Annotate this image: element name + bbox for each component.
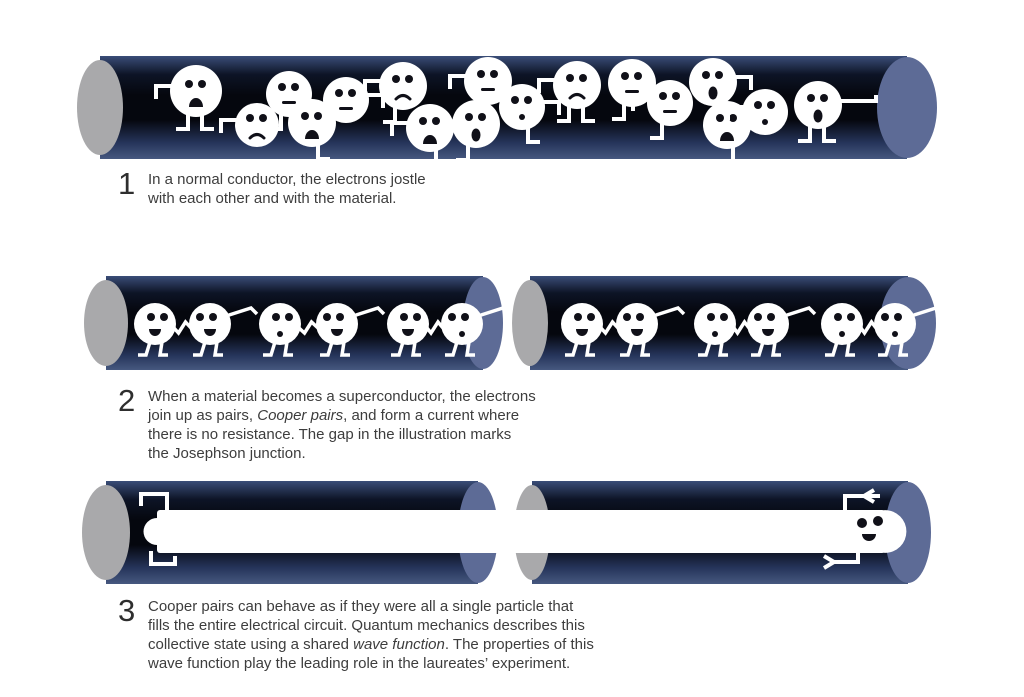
tube-end-cap-grey [82,485,130,580]
step-text-2: When a material becomes a superconductor… [148,385,536,463]
caption-line: When a material becomes a superconductor… [148,388,536,405]
step-caption-1: 1 In a normal conductor, the electrons j… [118,168,426,208]
step-text-3: Cooper pairs can behave as if they were … [148,595,594,673]
wave-function-particle [512,488,907,570]
electron [747,303,789,345]
step-number-3: 3 [118,593,136,628]
cooper-pair [259,303,386,357]
electron [390,104,454,166]
electron [288,99,336,161]
electron [703,101,751,163]
tube-end-cap-grey [512,280,548,366]
electron [631,80,693,140]
tube-end-cap-grey [77,60,123,155]
tube-end-cap-blue [885,482,931,583]
step-caption-2: 2 When a material becomes a superconduct… [118,385,536,463]
caption-line: the Josephson junction. [148,445,306,462]
cooper-pair [821,303,944,357]
caption-line: collective state using a shared wave fun… [148,636,594,653]
electron [689,58,753,106]
cooper-pair [134,303,259,357]
electron [499,84,561,144]
electron [259,303,301,345]
electron [448,57,512,105]
electron [363,62,427,124]
electron [561,303,603,345]
step-number-1: 1 [118,166,136,201]
caption-line: join up as pairs, Cooper pairs, and form… [148,407,520,424]
caption-line: there is no resistance. The gap in the i… [148,426,512,443]
electron [537,61,601,123]
superconductor-tube-left [84,276,511,370]
electron [189,303,231,345]
tube-end-cap-blue [463,277,503,369]
cooper-pair [694,303,817,357]
step-number-2: 2 [118,383,136,418]
electron [441,303,483,345]
electron [387,303,429,345]
electron [726,89,788,135]
electron [323,77,385,123]
electron [794,81,878,143]
electron [134,303,176,345]
tube-end-cap-grey [84,280,128,366]
cooper-pair [561,303,686,357]
electron [821,303,863,345]
step-text-1: In a normal conductor, the electrons jos… [148,168,426,208]
wave-function-tube-right [512,481,931,584]
superconductor-tube-right [512,276,944,370]
electron [316,303,358,345]
step-caption-3: 3 Cooper pairs can behave as if they wer… [118,595,594,673]
electron [154,65,222,131]
electron [874,303,916,345]
electron [452,100,500,162]
caption-line: wave function play the leading role in t… [148,655,571,672]
wave-function-tube-left [82,481,503,584]
caption-line: In a normal conductor, the electrons jos… [148,171,426,188]
cooper-pair [387,303,511,357]
electron [694,303,736,345]
electron [608,59,656,121]
tube-end-cap-blue [877,57,937,158]
electron [219,103,279,147]
caption-line: with each other and with the material. [148,190,397,207]
wave-particle-smile [862,534,876,541]
electron [616,303,658,345]
caption-line: Cooper pairs can behave as if they were … [148,598,574,615]
normal-conductor-tube [77,56,937,166]
wave-function-particle [139,492,503,566]
caption-line: fills the entire electrical circuit. Qua… [148,617,585,634]
